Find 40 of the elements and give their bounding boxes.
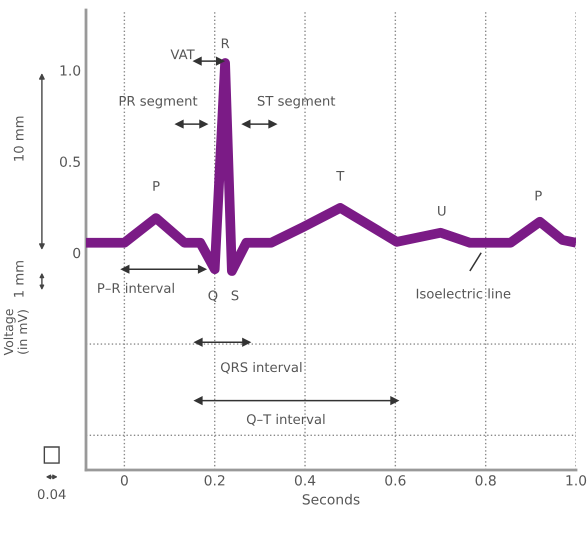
annotation: QRS interval <box>220 362 302 374</box>
annotation: Isoelectric line <box>416 288 510 299</box>
x-tick-label: 0.2 <box>204 475 224 486</box>
point <box>175 120 184 128</box>
annotation: T <box>336 171 344 181</box>
text: 10 mm <box>14 116 24 161</box>
point <box>193 56 202 66</box>
point <box>268 120 277 128</box>
x-tick-label: 0.4 <box>294 475 316 486</box>
text: 0.04 <box>38 489 66 500</box>
y-tick-label: 0.5 <box>60 156 80 167</box>
x-tick-label: 0.6 <box>385 475 406 486</box>
text: 1 mm <box>14 261 24 297</box>
annotation: P <box>536 190 542 200</box>
point <box>390 396 399 405</box>
annotation: P <box>153 181 160 191</box>
x-tick-label: 0.8 <box>476 475 496 486</box>
point <box>242 338 250 346</box>
y-axis-title: Voltage (in mV) <box>4 309 29 356</box>
point <box>199 120 208 128</box>
point <box>194 338 203 346</box>
y-tick-label: 0 <box>73 248 80 258</box>
annotation: VAT <box>170 50 195 60</box>
annotation: P–R interval <box>98 282 174 294</box>
x-tick-label: 0 <box>120 475 128 486</box>
y-tick-label: 1.0 <box>60 65 80 76</box>
annotation: R <box>222 38 230 48</box>
annotation: PR segment <box>120 96 198 108</box>
x-axis-title: Seconds <box>302 494 360 505</box>
x-tick-label: 1.0 <box>566 475 586 486</box>
point <box>194 396 203 405</box>
point <box>121 265 130 274</box>
point <box>242 120 250 128</box>
annotation: ST segment <box>258 96 336 108</box>
annotation: U <box>438 206 446 216</box>
point <box>198 265 206 274</box>
point <box>216 56 224 66</box>
annotation: S <box>232 290 238 300</box>
annotation: Q <box>208 290 218 302</box>
annotation: Q–T interval <box>246 414 324 426</box>
